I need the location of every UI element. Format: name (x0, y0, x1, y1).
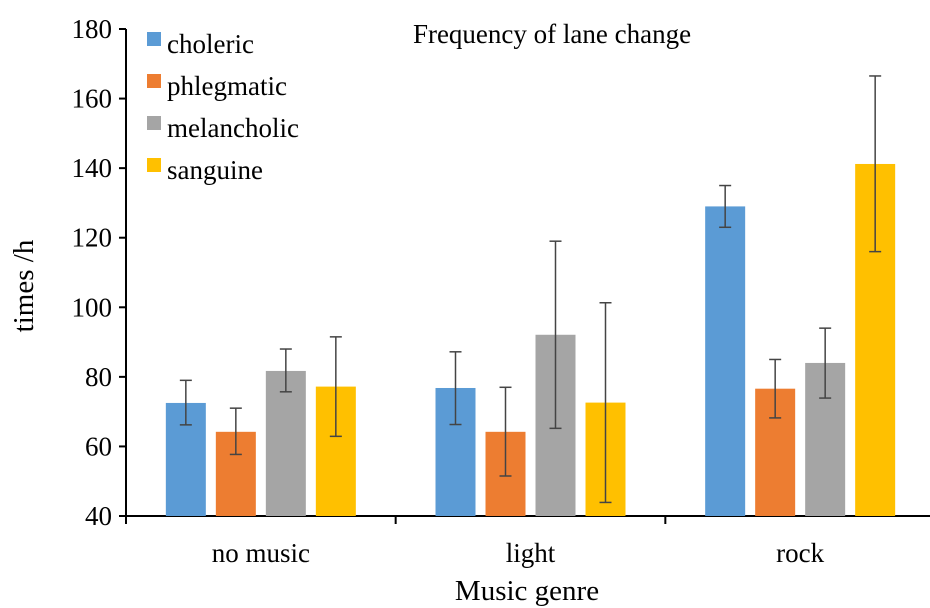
y-tick-label: 180 (72, 14, 113, 44)
bar (705, 206, 746, 516)
y-tick-label: 60 (85, 431, 112, 461)
bars (165, 163, 896, 516)
x-tick-label: rock (776, 538, 824, 568)
chart-title: Frequency of lane change (413, 19, 691, 49)
y-tick-label: 40 (85, 501, 112, 531)
y-tick-label: 120 (72, 223, 113, 253)
y-tick-label: 140 (72, 153, 113, 183)
x-tick-label: light (506, 538, 556, 568)
legend-label: sanguine (167, 155, 263, 185)
y-tick-label: 100 (72, 292, 113, 322)
x-tick-label: no music (212, 538, 310, 568)
error-bars (179, 75, 882, 504)
legend-label: phlegmatic (167, 71, 287, 101)
y-tick-label: 80 (85, 362, 112, 392)
x-axis-title: Music genre (455, 575, 599, 607)
legend-swatch (147, 116, 161, 130)
y-axis-title: times /h (8, 239, 40, 332)
legend-swatch (147, 158, 161, 172)
y-axis: 40 60 80 100 120 140 160 180 (72, 14, 127, 531)
legend: choleric phlegmatic melancholic sanguine (147, 29, 299, 185)
y-tick-label: 160 (72, 84, 113, 114)
x-axis: no music light rock (125, 515, 930, 568)
legend-swatch (147, 74, 161, 88)
legend-swatch (147, 32, 161, 46)
legend-label: choleric (167, 29, 254, 59)
bar (265, 370, 306, 516)
legend-label: melancholic (167, 113, 299, 143)
